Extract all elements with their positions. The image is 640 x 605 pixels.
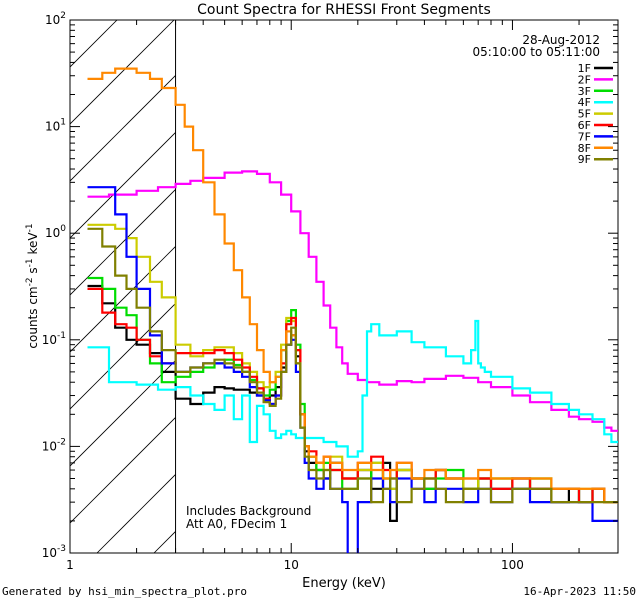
x-tick-label: 10: [284, 558, 299, 572]
x-tick-label: 100: [501, 558, 524, 572]
hatch-line: [0, 0, 127, 553]
hatch-line: [70, 416, 176, 524]
y-tick-label: 10-1: [42, 331, 66, 347]
hatch-line: [70, 188, 176, 296]
y-tick-label: 101: [45, 118, 66, 134]
legend-label-4F: 4F: [578, 96, 591, 109]
axes: 1 10 100 10-3 10-2 10-1 100 101 102: [42, 11, 619, 572]
y-tick-label: 100: [45, 224, 66, 240]
y-tick-label: 102: [45, 11, 66, 27]
legend-label-7F: 7F: [578, 130, 591, 143]
hatched-region: [0, 0, 177, 553]
legend-label-3F: 3F: [578, 85, 591, 98]
legend-label-9F: 9F: [578, 153, 591, 166]
y-axis-label: counts cm-2 s-1 keV-1: [25, 223, 40, 348]
annotation-attenuator: Att A0, FDecim 1: [186, 517, 287, 531]
series-2F-line: [87, 170, 618, 432]
footer-generated-by: Generated by hsi_min_spectra_plot.pro: [2, 585, 248, 598]
hatch-line: [70, 245, 176, 353]
legend-label-1F: 1F: [578, 62, 591, 75]
footer-timestamp: 16-Apr-2023 11:50: [523, 585, 636, 598]
hatch-line: [70, 359, 176, 467]
y-tick-label: 10-3: [42, 544, 66, 560]
series-layer: [87, 67, 618, 553]
hatch-line: [70, 131, 176, 239]
x-axis-label: Energy (keV): [302, 576, 386, 591]
series-7F-line: [87, 186, 618, 553]
legend-label-5F: 5F: [578, 108, 591, 121]
annotation-background: Includes Background: [186, 504, 311, 518]
series-4F-line: [87, 319, 618, 458]
hatch-line: [70, 20, 118, 68]
y-tick-label: 10-2: [42, 437, 66, 453]
series-group: [87, 67, 618, 553]
legend-label-6F: 6F: [578, 119, 591, 132]
hatch-line: [70, 20, 175, 125]
legend-label-2F: 2F: [578, 73, 591, 86]
legend-time-range: 05:10:00 to 05:11:00: [473, 45, 600, 59]
series-9F-line: [87, 227, 618, 504]
series-8F-line: [87, 67, 618, 504]
plot-frame: [69, 19, 619, 554]
chart-title: Count Spectra for RHESSI Front Segments: [197, 2, 491, 18]
hatch-lines: [0, 0, 176, 553]
legend-date: 28-Aug-2012: [522, 33, 600, 47]
series-1F-line: [87, 284, 618, 522]
legend-label-8F: 8F: [578, 142, 591, 155]
x-tick-label: 1: [66, 558, 74, 572]
